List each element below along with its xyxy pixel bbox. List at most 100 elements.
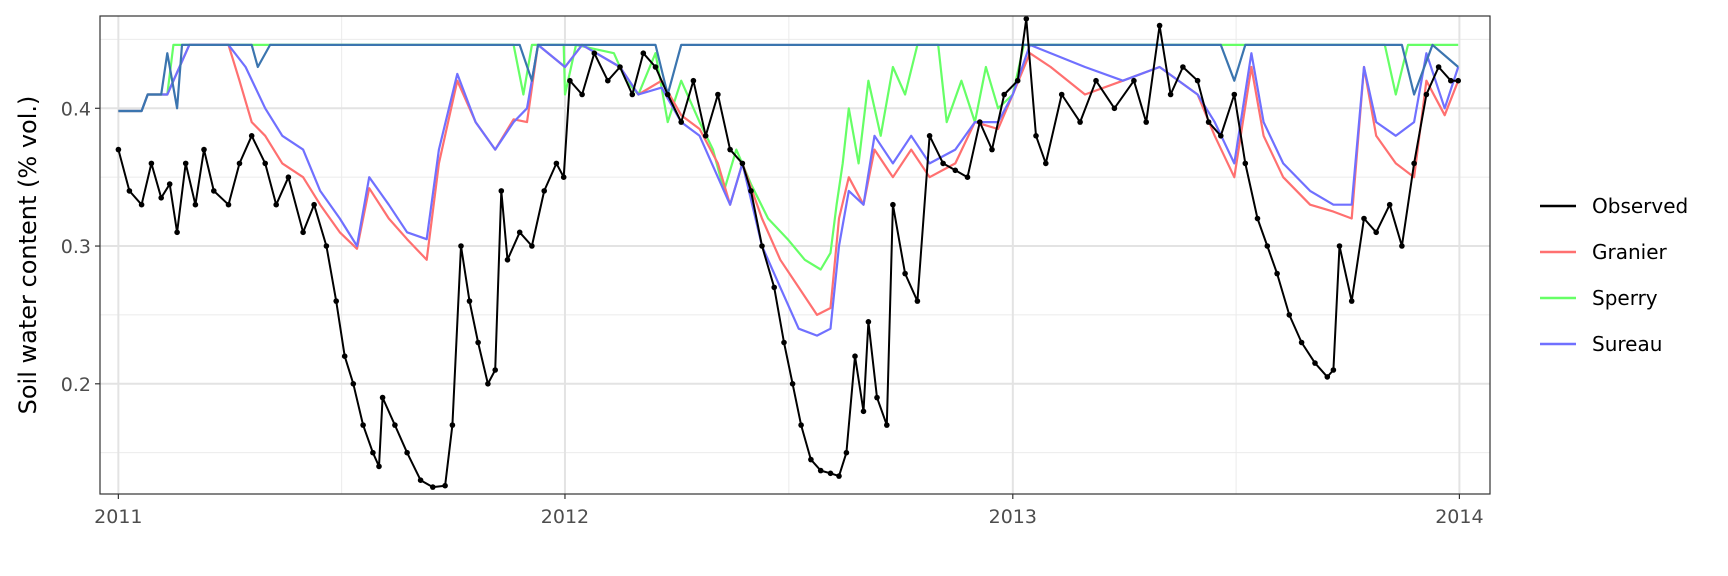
data-point (1298, 339, 1305, 346)
series-observed (115, 15, 1461, 490)
data-point (605, 77, 611, 84)
data-point (1274, 270, 1280, 277)
data-point (579, 91, 585, 98)
data-point (376, 463, 382, 470)
legend-label: Sureau (1592, 332, 1662, 356)
legend-label: Observed (1592, 194, 1688, 218)
data-point (1448, 77, 1454, 84)
series-line (118, 43, 1459, 113)
data-point (475, 339, 481, 346)
data-point (417, 477, 424, 484)
data-point (1254, 215, 1261, 222)
data-point (1330, 367, 1337, 373)
data-point (504, 257, 511, 263)
data-point (458, 243, 464, 249)
data-point (591, 50, 598, 56)
data-point (902, 270, 908, 277)
data-point (360, 422, 366, 428)
data-point (560, 174, 567, 180)
legend-item-sureau: Sureau (1540, 332, 1662, 356)
data-point (1242, 160, 1249, 167)
data-point (311, 201, 317, 208)
x-axis: 2011 2012 2013 2014 (94, 494, 1484, 528)
data-point (1205, 119, 1212, 125)
data-point (404, 449, 410, 456)
data-point (952, 167, 959, 174)
data-point (1324, 374, 1331, 380)
grid-minor (100, 16, 1490, 494)
plot-panel-border (99, 15, 1491, 495)
data-point (370, 449, 376, 456)
y-tick-label: 0.4 (61, 98, 91, 120)
data-point (629, 91, 636, 98)
data-point (350, 381, 357, 387)
data-point (678, 119, 684, 125)
data-point (1386, 201, 1393, 208)
data-point (1286, 312, 1293, 318)
data-point (836, 473, 842, 479)
data-point (1077, 119, 1083, 125)
data-point (1033, 133, 1039, 139)
data-point (1023, 15, 1030, 22)
data-point (1336, 243, 1343, 249)
legend-item-granier: Granier (1540, 240, 1668, 264)
data-point (567, 77, 573, 84)
data-point (890, 201, 896, 208)
data-point (989, 146, 995, 153)
data-point (1423, 91, 1430, 98)
data-point (262, 160, 269, 167)
series-layer (115, 15, 1461, 490)
data-point (1001, 91, 1007, 98)
data-point (466, 298, 473, 304)
data-point (442, 482, 448, 489)
data-point (1411, 160, 1417, 167)
data-point (852, 353, 858, 360)
series-overlay-3 (118, 43, 1459, 113)
x-tick-label: 2013 (989, 506, 1037, 528)
data-point (485, 381, 491, 387)
data-point (1093, 77, 1099, 84)
data-point (759, 243, 765, 249)
data-point (817, 467, 824, 474)
y-axis: 0.2 0.3 0.4 (61, 98, 100, 396)
x-tick-label: 2011 (94, 506, 142, 528)
x-tick-label: 2014 (1435, 506, 1483, 528)
data-point (1435, 64, 1442, 70)
data-point (148, 160, 155, 167)
data-point (248, 133, 255, 139)
data-point (827, 470, 834, 477)
data-point (926, 133, 933, 139)
data-point (1373, 229, 1379, 236)
data-point (1014, 77, 1021, 84)
series-line (118, 43, 1460, 316)
data-point (126, 188, 133, 194)
data-point (300, 229, 306, 236)
data-point (1194, 77, 1201, 84)
y-tick-label: 0.2 (61, 374, 91, 396)
data-point (1218, 133, 1224, 139)
data-point (182, 160, 189, 167)
data-point (392, 422, 398, 428)
data-point (702, 133, 709, 139)
data-point (323, 243, 330, 249)
data-point (1058, 91, 1065, 98)
legend: Observed Granier Sperry Sureau (1540, 194, 1688, 356)
data-point (516, 229, 523, 236)
legend-item-observed: Observed (1540, 194, 1688, 218)
data-point (1111, 105, 1118, 112)
x-tick-label: 2012 (541, 506, 589, 528)
data-point (492, 367, 499, 373)
data-point (808, 456, 814, 463)
data-point (739, 160, 746, 167)
data-point (285, 174, 292, 180)
data-point (174, 229, 180, 236)
data-point (798, 422, 804, 428)
data-point (138, 201, 145, 208)
data-point (529, 243, 535, 249)
legend-label: Sperry (1592, 286, 1658, 310)
data-point (553, 160, 560, 167)
data-point (1156, 22, 1163, 29)
data-point (166, 181, 173, 187)
data-point (1264, 243, 1271, 249)
